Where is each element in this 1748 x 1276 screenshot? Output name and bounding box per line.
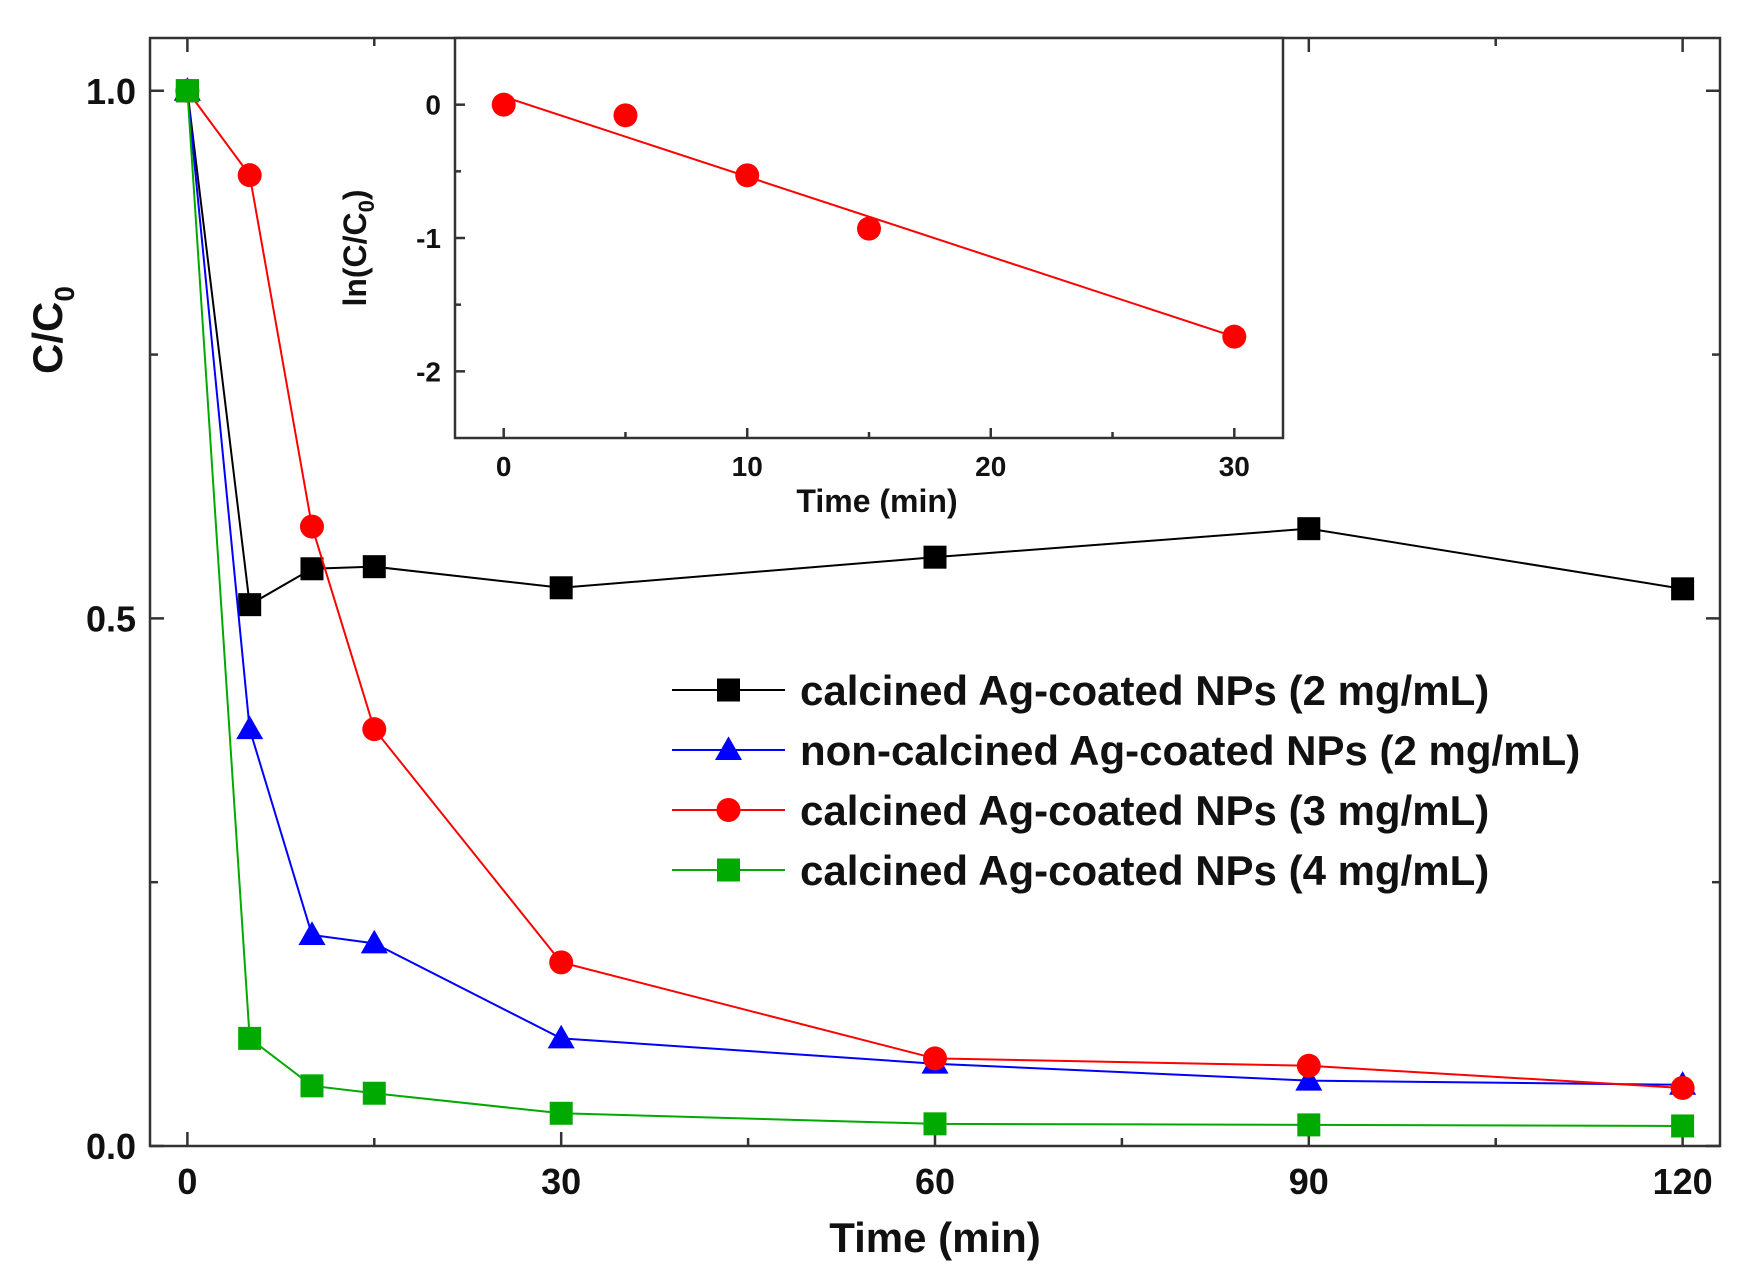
- series-line: [186, 90, 1683, 1086]
- data-point: [923, 1112, 947, 1136]
- data-point: [238, 593, 262, 617]
- main-y-axis-title-group: C/C0: [24, 286, 80, 374]
- data-point: [549, 950, 574, 975]
- legend-item: calcined Ag-coated NPs (2 mg/mL): [672, 667, 1489, 714]
- legend-label: calcined Ag-coated NPs (2 mg/mL): [800, 667, 1489, 714]
- main-series-group: [173, 77, 1697, 1138]
- legend-item: non-calcined Ag-coated NPs (2 mg/mL): [672, 727, 1580, 774]
- inset-data-point: [857, 216, 881, 241]
- inset-x-tick-label: 0: [496, 451, 512, 482]
- inset-series-group: [491, 92, 1247, 349]
- main-x-tick-label: 90: [1289, 1161, 1329, 1202]
- inset-x-tick-label: 20: [975, 451, 1006, 482]
- main-x-tick-label: 0: [177, 1161, 197, 1202]
- main-y-axis-title-main: C/C: [24, 302, 71, 374]
- main-x-tick-label: 30: [541, 1161, 581, 1202]
- data-point: [923, 1046, 947, 1071]
- inset-x-axis-title: Time (min): [796, 483, 957, 519]
- data-point: [362, 555, 386, 579]
- data-point: [1671, 1114, 1695, 1138]
- data-point: [238, 1026, 262, 1050]
- legend: calcined Ag-coated NPs (2 mg/mL) non-calc…: [672, 667, 1580, 894]
- data-point: [1295, 1066, 1323, 1091]
- inset-data-point: [613, 103, 638, 128]
- data-point: [362, 717, 387, 742]
- main-x-axis-title: Time (min): [829, 1214, 1041, 1261]
- data-point: [1671, 577, 1695, 601]
- inset-y-tick-label: -2: [416, 356, 441, 387]
- inset-y-axis-title-group: ln(C/C0): [337, 189, 379, 306]
- legend-label: calcined Ag-coated NPs (4 mg/mL): [800, 847, 1489, 894]
- inset-x-tick-label: 10: [732, 451, 763, 482]
- data-point: [1297, 1113, 1321, 1137]
- inset-x-tick-label: 30: [1219, 451, 1250, 482]
- legend-item: calcined Ag-coated NPs (3 mg/mL): [672, 787, 1489, 834]
- main-y-axis-title-sub: 0: [49, 286, 80, 302]
- data-point: [1296, 1053, 1321, 1078]
- inset-fit-line: [503, 95, 1235, 338]
- inset-axis-ticks: 0 10 20 30 -2 -1 0: [416, 90, 1250, 482]
- main-y-axis-title: C/C0: [24, 286, 80, 374]
- legend-label: calcined Ag-coated NPs (3 mg/mL): [800, 787, 1489, 834]
- main-x-tick-label: 120: [1653, 1161, 1713, 1202]
- inset-data-point: [1222, 324, 1247, 349]
- data-point: [549, 576, 573, 600]
- inset-data-point: [735, 163, 760, 188]
- main-x-tick-label: 60: [915, 1161, 955, 1202]
- main-y-tick-label: 1.0: [86, 71, 136, 112]
- inset-y-axis-title: ln(C/C0): [337, 189, 379, 306]
- inset-data-point: [491, 92, 516, 117]
- legend-marker: [716, 798, 741, 822]
- legend-marker: [717, 678, 740, 702]
- data-point: [362, 1081, 386, 1105]
- data-point: [236, 715, 264, 740]
- inset-y-axis-title-sub: 0: [354, 200, 379, 212]
- inset-y-axis-title-close: ): [337, 189, 373, 200]
- data-point: [549, 1101, 573, 1125]
- data-point: [1297, 517, 1321, 541]
- data-point: [237, 163, 262, 188]
- main-y-tick-label: 0.5: [86, 598, 136, 639]
- data-point: [1670, 1075, 1695, 1100]
- data-point: [300, 1074, 324, 1098]
- legend-marker: [714, 736, 743, 760]
- data-point: [299, 514, 324, 539]
- legend-marker: [717, 858, 740, 882]
- legend-item: calcined Ag-coated NPs (4 mg/mL): [672, 847, 1489, 894]
- main-axis-ticks: 0 30 60 90 120 0.0 0.5 1.0: [86, 38, 1720, 1202]
- data-point: [175, 79, 199, 103]
- data-point: [547, 1024, 575, 1049]
- series-line: [186, 90, 1683, 1089]
- inset-y-tick-label: -1: [416, 223, 441, 254]
- data-point: [360, 929, 388, 954]
- inset-y-tick-label: 0: [425, 90, 441, 121]
- main-y-tick-label: 0.0: [86, 1126, 136, 1167]
- legend-label: non-calcined Ag-coated NPs (2 mg/mL): [800, 727, 1580, 774]
- data-point: [298, 921, 326, 945]
- data-point: [300, 557, 324, 581]
- data-point: [923, 545, 947, 569]
- inset-y-axis-title-main: ln(C/C: [337, 212, 373, 306]
- series-4: [175, 79, 1695, 1138]
